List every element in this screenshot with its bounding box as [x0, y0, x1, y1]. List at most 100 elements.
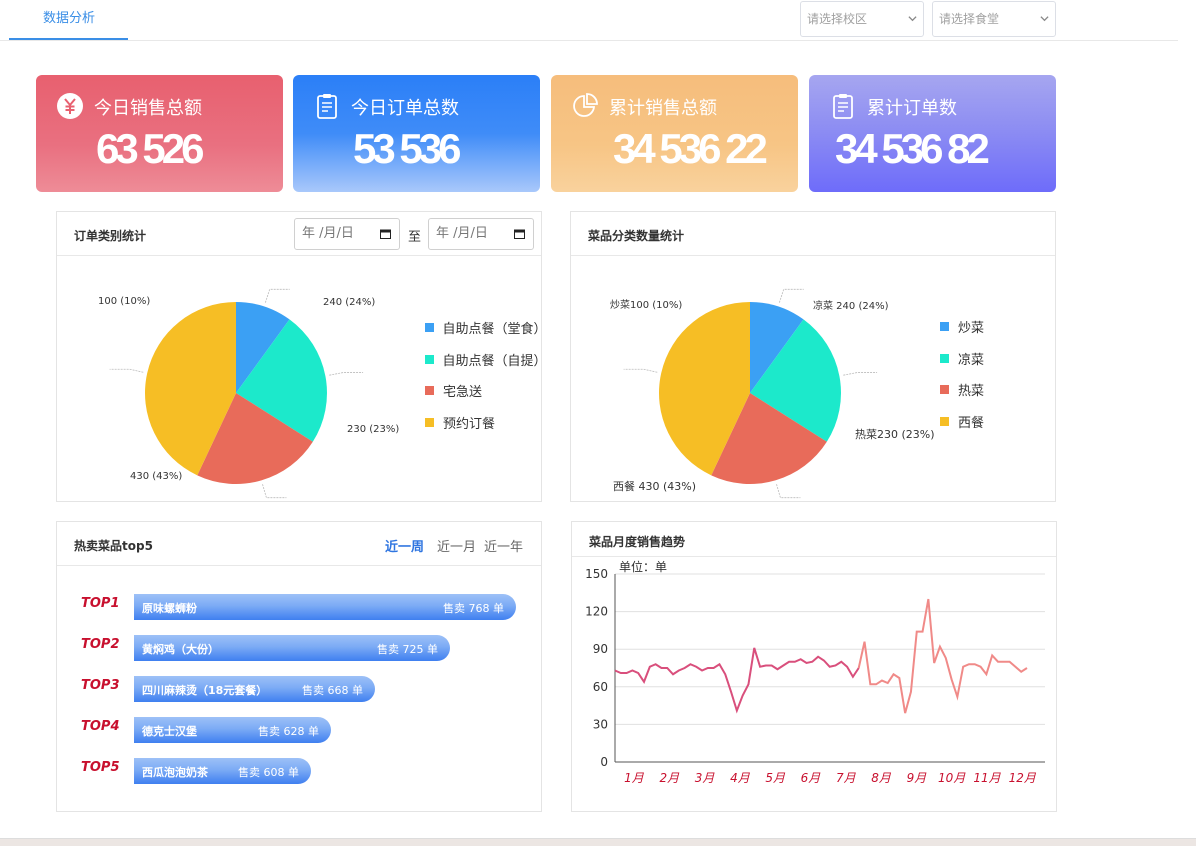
legend-item[interactable]: 西餐 [940, 406, 984, 438]
legend-item[interactable]: 热菜 [940, 374, 984, 406]
chevron-down-icon [1040, 16, 1049, 22]
date-to-input[interactable]: 年 /月/日 [428, 218, 534, 250]
pie-label: 西餐 430 (43%) [613, 480, 697, 493]
pie-slice[interactable] [750, 302, 804, 393]
range-tab-year[interactable]: 近一年 [484, 540, 524, 555]
pie-label: 热菜230 (23%) [855, 428, 935, 441]
top5-bar: 黄焖鸡（大份） 售卖 725 单 [134, 635, 450, 661]
legend-swatch [425, 386, 434, 396]
canteen-select[interactable]: 请选择食堂 [932, 1, 1056, 37]
x-tick-label: 7月 [836, 771, 857, 785]
panel-title: 菜品月度销售趋势 [589, 535, 686, 549]
y-tick-label: 90 [593, 642, 608, 656]
stat-card-today-sales: 今日销售总额 63 526 [36, 75, 283, 192]
legend-swatch [940, 353, 949, 363]
pie-leader-line [776, 484, 801, 499]
dish-name: 原味螺蛳粉 [142, 602, 197, 615]
y-axis-unit-label: 单位：单 [619, 559, 667, 574]
panel-title: 订单类别统计 [74, 229, 147, 243]
trend-line [614, 647, 860, 714]
legend-swatch [425, 417, 434, 427]
panel-header: 菜品分类数量统计 [571, 212, 1055, 256]
legend-label: 凉菜 [958, 352, 985, 368]
stat-title: 累计订单数 [867, 98, 957, 119]
pie-slice[interactable] [236, 302, 290, 393]
range-tab-week[interactable]: 近一周 [385, 540, 425, 555]
legend-label: 炒菜 [958, 321, 985, 337]
top5-bar: 西瓜泡泡奶茶 售卖 608 单 [134, 758, 311, 784]
stat-title: 今日销售总额 [94, 98, 202, 119]
x-tick-label: 4月 [730, 771, 751, 785]
legend-swatch [940, 322, 949, 332]
top5-row: TOP3 四川麻辣烫（18元套餐） 售卖 668 单 [81, 676, 521, 702]
tab-data-analysis[interactable]: 数据分析 [9, 0, 128, 40]
x-tick-label: 6月 [801, 771, 822, 785]
panel-header: 订单类别统计 年 /月/日 至 年 /月/日 [57, 212, 541, 256]
stat-card-total-sales: 累计销售总额 34 536 22 [551, 75, 798, 192]
stat-value: 53 536 [353, 125, 461, 172]
legend-item[interactable]: 自助点餐（堂食） [425, 312, 547, 344]
legend-item[interactable]: 炒菜 [940, 311, 984, 343]
hot-dishes-top5-panel: 热卖菜品top5 近一周 近一月 近一年 TOP1 原味螺蛳粉 售卖 768 单 TO… [56, 521, 542, 812]
bottom-scrollbar-area [0, 838, 1196, 846]
legend-item[interactable]: 自助点餐（自提） [425, 344, 547, 376]
legend-label: 西餐 [958, 415, 985, 431]
x-tick-label: 1月 [624, 771, 645, 785]
dish-sold-count: 售卖 768 单 [443, 602, 504, 615]
legend-label: 预约订餐 [443, 416, 496, 432]
pie-slice[interactable] [145, 302, 236, 476]
date-to-placeholder: 年 /月/日 [436, 226, 488, 241]
stat-value: 34 536 82 [835, 125, 990, 172]
panel-header: 菜品月度销售趋势 [572, 522, 1056, 557]
legend-label: 自助点餐（堂食） [442, 322, 547, 338]
legend-item[interactable]: 凉菜 [940, 343, 984, 375]
x-tick-label: 11月 [973, 771, 1001, 785]
panel-title: 热卖菜品top5 [74, 539, 153, 553]
chevron-down-icon [908, 16, 917, 22]
legend-item[interactable]: 宅急送 [425, 375, 541, 407]
x-tick-label: 9月 [907, 771, 928, 785]
pie-slice[interactable] [197, 393, 313, 484]
top-bar: 数据分析 请选择校区 请选择食堂 [0, 0, 1178, 41]
range-tab-month[interactable]: 近一月 [437, 540, 477, 555]
top5-bar: 原味螺蛳粉 售卖 768 单 [134, 594, 516, 620]
top5-row: TOP5 西瓜泡泡奶茶 售卖 608 单 [81, 758, 521, 784]
y-tick-label: 60 [593, 680, 608, 694]
date-from-input[interactable]: 年 /月/日 [294, 218, 400, 250]
date-range-separator: 至 [408, 230, 422, 245]
pie-legend: 自助点餐（堂食） 自助点餐（自提） 宅急送 预约订餐 [425, 312, 547, 439]
top5-bar: 德克士汉堡 售卖 628 单 [134, 717, 331, 743]
pie-slice[interactable] [236, 319, 327, 442]
legend-swatch [425, 354, 434, 364]
clipboard-icon [317, 94, 337, 119]
clipboard-icon [833, 94, 853, 119]
x-tick-label: 5月 [765, 771, 786, 785]
stat-title: 今日订单总数 [351, 98, 459, 119]
legend-item[interactable]: 预约订餐 [425, 407, 541, 439]
pie-leader-line [623, 368, 658, 373]
campus-select-placeholder: 请选择校区 [807, 12, 868, 26]
x-tick-label: 3月 [695, 771, 716, 785]
x-tick-label: 2月 [659, 771, 680, 785]
legend-swatch [425, 323, 434, 333]
dish-name: 西瓜泡泡奶茶 [142, 766, 208, 779]
yen-icon [57, 93, 83, 119]
pie-slice[interactable] [750, 319, 841, 442]
pie-slice[interactable] [711, 393, 827, 484]
top5-rank: TOP4 [81, 719, 120, 734]
legend-swatch [940, 385, 949, 395]
pie-legend: 炒菜 凉菜 热菜 西餐 [940, 311, 984, 437]
trend-line [857, 598, 1028, 714]
pie-slice[interactable] [659, 302, 750, 476]
top5-row: TOP1 原味螺蛳粉 售卖 768 单 [81, 594, 521, 620]
y-tick-label: 30 [593, 717, 608, 731]
campus-select[interactable]: 请选择校区 [800, 1, 924, 37]
dish-sold-count: 售卖 668 单 [302, 684, 363, 697]
x-tick-label: 12月 [1009, 771, 1037, 785]
dish-sold-count: 售卖 725 单 [377, 643, 438, 656]
top5-rank: TOP2 [81, 637, 120, 652]
dish-category-panel: 菜品分类数量统计 炒菜100 (10%) 凉菜 240 (24%) 热菜230 … [570, 211, 1056, 502]
dish-sold-count: 售卖 608 单 [238, 766, 299, 779]
top5-rank: TOP1 [81, 596, 120, 611]
date-from-placeholder: 年 /月/日 [302, 226, 354, 241]
